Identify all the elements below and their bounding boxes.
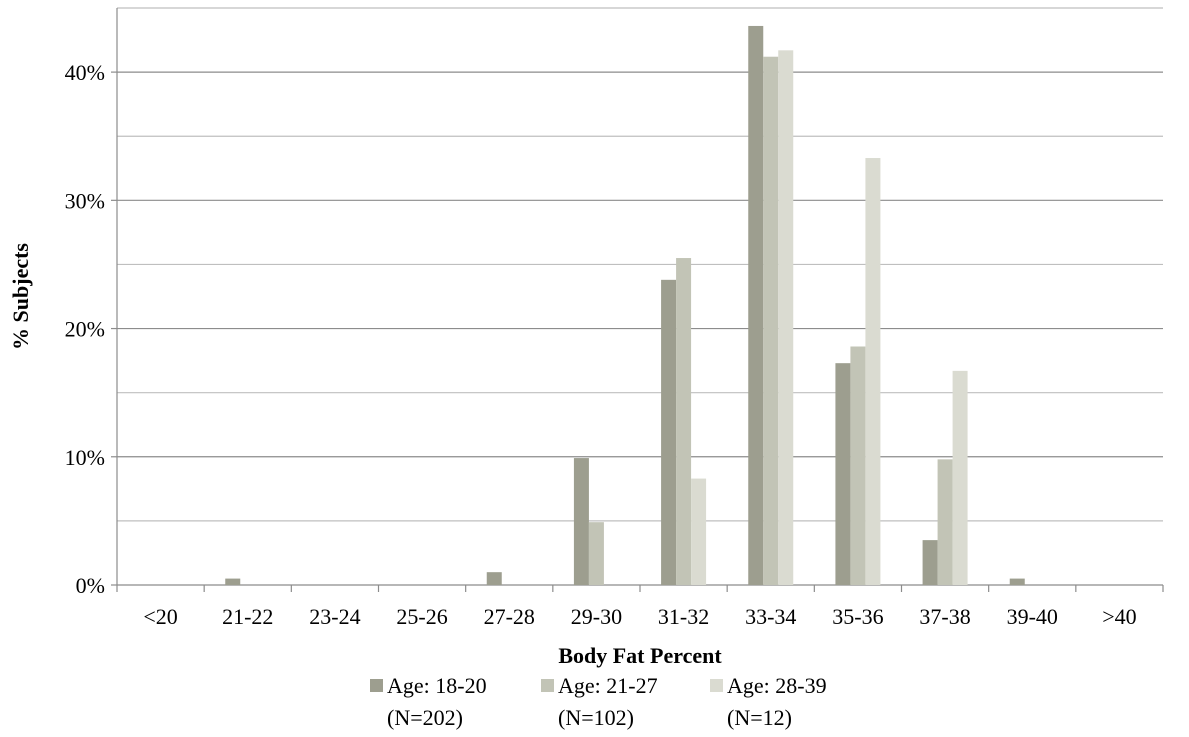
legend-sublabel: (N=102) (558, 705, 634, 730)
legend-swatch (710, 679, 723, 692)
x-tick-label: 37-38 (919, 604, 970, 629)
x-tick-label: 27-28 (484, 604, 535, 629)
y-axis-title: % Subjects (8, 243, 33, 350)
y-tick-labels: 0% 10% 20% 30% 40% (65, 60, 105, 598)
bar (661, 279, 677, 585)
legend-swatch (541, 679, 554, 692)
legend-sublabel: (N=12) (727, 705, 792, 730)
y-tick-label: 30% (65, 188, 105, 213)
x-tick-label: 23-24 (309, 604, 360, 629)
y-tick-label: 40% (65, 60, 105, 85)
axes (111, 8, 1164, 592)
x-tick-label: >40 (1102, 604, 1136, 629)
bar (691, 478, 707, 585)
y-tick-label: 10% (65, 445, 105, 470)
x-tick-label: 21-22 (222, 604, 273, 629)
bar (952, 370, 968, 585)
bar (778, 50, 794, 585)
legend-label: Age: 21-27 (558, 673, 658, 698)
bar (850, 346, 866, 585)
gridlines (117, 7, 1163, 522)
bar (1009, 578, 1025, 585)
x-tick-label: 31-32 (658, 604, 709, 629)
bar (865, 158, 881, 585)
bar (835, 363, 851, 585)
x-tick-label: 33-34 (745, 604, 796, 629)
bar (748, 25, 764, 585)
bar (225, 578, 241, 585)
x-tick-label: 25-26 (396, 604, 447, 629)
legend-label: Age: 28-39 (727, 673, 827, 698)
bar (937, 459, 953, 585)
y-tick-label: 0% (76, 573, 105, 598)
bars (225, 25, 1025, 586)
y-tick-label: 20% (65, 317, 105, 342)
x-tick-labels: <20 21-22 23-24 25-26 27-28 29-30 31-32 33-34 35… (143, 604, 1136, 629)
bar (922, 540, 938, 585)
bar (676, 258, 692, 585)
x-axis-title: Body Fat Percent (558, 643, 722, 668)
bar (486, 572, 502, 585)
x-tick-label: 35-36 (832, 604, 883, 629)
legend-swatch (370, 679, 383, 692)
legend-label: Age: 18-20 (387, 673, 487, 698)
bar (573, 458, 589, 585)
x-tick-label: <20 (143, 604, 177, 629)
legend: Age: 18-20 (N=202) Age: 21-27 (N=102) Age: 2… (370, 673, 827, 730)
bar (763, 56, 779, 586)
bar (588, 522, 604, 585)
x-tick-label: 29-30 (571, 604, 622, 629)
legend-sublabel: (N=202) (387, 705, 463, 730)
x-tick-label: 39-40 (1007, 604, 1058, 629)
